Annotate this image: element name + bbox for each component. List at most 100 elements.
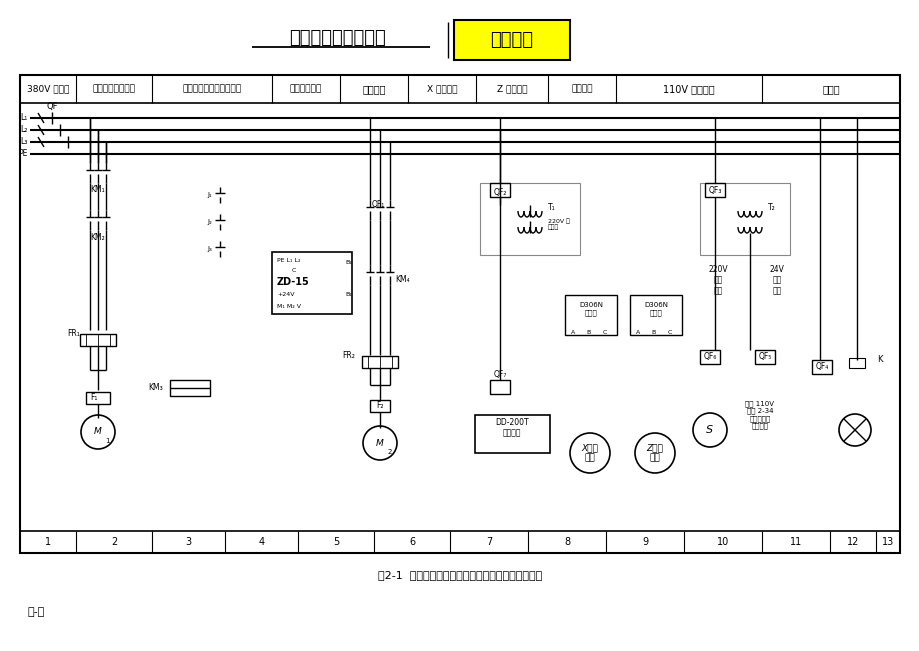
Text: D306N
驱动器: D306N 驱动器 [643,302,667,316]
Bar [170,380,210,396]
Text: 8: 8 [563,537,570,547]
Text: QF₃: QF₃ [708,186,720,195]
Text: A: A [571,329,574,335]
Text: B: B [586,329,591,335]
Text: B: B [652,329,655,335]
Bar [754,350,774,364]
Text: 图2-1  主轴电机和冷却电机等部分主电路控制原理图: 图2-1 主轴电机和冷却电机等部分主电路控制原理图 [378,570,541,580]
Text: DD-200T
数控系统: DD-200T 数控系统 [494,419,528,437]
Text: T₁: T₁ [548,202,555,212]
Text: ZD-15: ZD-15 [277,277,310,287]
Text: 主轴三相交流电机制动器: 主轴三相交流电机制动器 [182,85,242,94]
Text: KM₃: KM₃ [148,383,163,393]
Text: J₃: J₃ [207,246,211,252]
Text: B₂: B₂ [345,260,351,264]
Text: 1: 1 [105,438,109,445]
Text: FR₁: FR₁ [67,329,80,337]
Text: A: A [635,329,640,335]
Text: 4: 4 [258,537,265,547]
Bar [361,356,398,368]
Text: L₁: L₁ [21,113,28,122]
Text: J₁: J₁ [207,192,211,198]
Bar [811,360,831,374]
Text: B₁: B₁ [345,292,351,296]
Text: QF₁: QF₁ [371,201,384,210]
Bar [699,183,789,255]
Text: 24V
至照
明灯: 24V 至照 明灯 [768,265,784,295]
Text: 仙供借鰑: 仙供借鰑 [490,31,533,49]
Text: 2: 2 [111,537,117,547]
Text: M₁ M₂ V: M₁ M₂ V [277,303,301,309]
Text: 220V
冷却
风扇: 220V 冷却 风扇 [708,265,727,295]
Bar [704,183,724,197]
Text: 5: 5 [333,537,339,547]
Text: KM₂: KM₂ [91,234,106,243]
Text: 教-学: 教-学 [28,607,45,617]
Text: 散热风扇: 散热风扇 [571,85,592,94]
Text: 10: 10 [716,537,729,547]
Bar [699,350,720,364]
Text: 2: 2 [387,449,391,455]
Text: X步进
电机: X步进 电机 [581,443,597,463]
Text: M: M [94,428,102,437]
Text: L₃: L₃ [20,137,28,146]
Text: 页眉页脚可一键删除: 页眉页脚可一键删除 [289,29,386,47]
Text: K: K [877,355,882,365]
Bar [80,334,116,346]
Text: C: C [602,329,607,335]
Text: D306N
驱动器: D306N 驱动器 [578,302,602,316]
Text: T₂: T₂ [767,202,775,212]
Text: QF: QF [46,102,58,111]
Bar [20,75,899,103]
Bar [85,392,110,404]
Bar [490,380,509,394]
Text: 220V 至
驱动器: 220V 至 驱动器 [548,218,569,230]
Text: 工作灯: 工作灯 [822,84,839,94]
Text: QF₂: QF₂ [493,189,506,197]
Bar [474,415,550,453]
Text: C: C [667,329,672,335]
Text: 6: 6 [408,537,414,547]
Text: Z 步进电机: Z 步进电机 [496,85,527,94]
Bar [480,183,579,255]
Text: M: M [376,439,383,447]
Text: 输出 110V
至图 2-34
四个交流接
触器线圈: 输出 110V 至图 2-34 四个交流接 触器线圈 [744,400,774,430]
Text: F₂: F₂ [376,400,383,409]
Bar [272,252,352,314]
Text: 110V 交流电源: 110V 交流电源 [663,84,714,94]
Text: KM₄: KM₄ [394,275,409,284]
Text: 数控系统: 数控系统 [362,84,385,94]
Text: 3: 3 [186,537,191,547]
Text: PE L₁ L₂: PE L₁ L₂ [277,258,301,262]
Text: 冷却水泵电机: 冷却水泵电机 [289,85,322,94]
Text: 主轴三相交流电机: 主轴三相交流电机 [93,85,135,94]
Text: QF₇: QF₇ [493,370,506,380]
Text: S: S [706,425,713,435]
Text: L₂: L₂ [20,126,28,135]
Bar [369,400,390,412]
Text: PE: PE [18,150,28,158]
Text: KM₁: KM₁ [91,186,105,195]
Text: QF₄: QF₄ [814,363,828,372]
Text: 12: 12 [845,537,858,547]
Text: J₂: J₂ [207,219,211,225]
Text: 9: 9 [641,537,647,547]
Bar [630,295,681,335]
Text: QF₅: QF₅ [757,352,771,361]
Bar [20,75,899,553]
Text: QF₆: QF₆ [702,352,716,361]
Bar [564,295,617,335]
Text: F₁: F₁ [90,393,97,402]
Text: C: C [291,268,296,273]
Text: FR₂: FR₂ [342,350,355,359]
Bar [20,531,899,553]
Text: 1: 1 [45,537,51,547]
Text: +24V: +24V [277,292,294,296]
Text: 11: 11 [789,537,801,547]
Text: 380V 总开关: 380V 总开关 [27,85,69,94]
Bar [453,20,570,60]
Text: 13: 13 [881,537,893,547]
Text: 7: 7 [485,537,492,547]
Text: Z步进
电机: Z步进 电机 [646,443,663,463]
Bar [490,183,509,197]
